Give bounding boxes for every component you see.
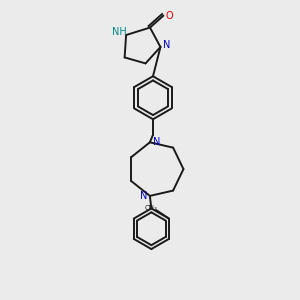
Text: N: N [140,191,147,202]
Text: N: N [153,137,160,147]
Text: CH₃: CH₃ [145,205,158,211]
Text: O: O [165,11,172,21]
Text: N: N [163,40,170,50]
Text: NH: NH [112,27,127,37]
